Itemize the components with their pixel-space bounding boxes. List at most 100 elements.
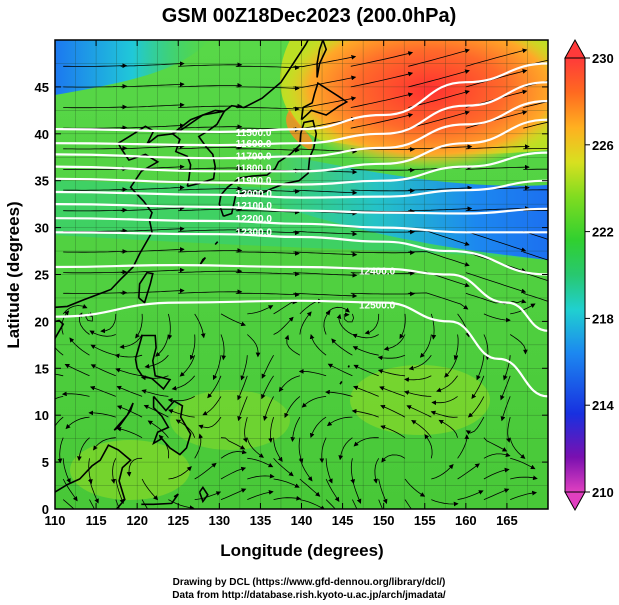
- contour-line: [55, 299, 548, 398]
- y-tick-label: 25: [35, 268, 49, 283]
- streamline: [457, 434, 470, 459]
- streamline: [436, 375, 458, 393]
- streamline: [63, 187, 128, 192]
- coastline: [55, 40, 309, 309]
- streamline: [178, 165, 243, 171]
- contour-line: [55, 62, 548, 134]
- streamline: [438, 419, 458, 438]
- streamline: [373, 458, 380, 484]
- streamline: [140, 375, 169, 381]
- streamline: [523, 292, 548, 302]
- contour-line: [55, 151, 548, 186]
- streamline: [293, 251, 358, 257]
- streamline: [431, 396, 458, 406]
- field-south-patch-2: [350, 365, 490, 435]
- streamline: [89, 330, 116, 337]
- streamline: [247, 490, 274, 500]
- coastline: [347, 365, 350, 368]
- streamline: [220, 488, 247, 500]
- colorbar-top-arrow: [564, 38, 586, 59]
- streamline: [503, 355, 511, 381]
- contour-label: 12200.0: [236, 214, 273, 225]
- streamline: [419, 334, 432, 358]
- streamline: [350, 167, 415, 173]
- streamline: [63, 166, 128, 172]
- streamline: [331, 338, 353, 356]
- coastline: [214, 241, 219, 246]
- streamline: [351, 408, 379, 418]
- streamline: [89, 385, 116, 397]
- streamline: [120, 205, 185, 212]
- streamline: [63, 249, 128, 254]
- streamline: [273, 299, 298, 315]
- streamline: [63, 269, 128, 275]
- y-tick-label: 0: [42, 502, 49, 517]
- streamline: [338, 437, 353, 461]
- streamline: [178, 83, 243, 88]
- streamline: [76, 437, 90, 462]
- x-tick-label: 165: [496, 513, 518, 528]
- streamline: [500, 396, 511, 422]
- coastline: [138, 271, 154, 304]
- streamline: [408, 69, 470, 88]
- streamline: [235, 271, 300, 277]
- streamline: [431, 464, 454, 480]
- streamline: [457, 463, 480, 480]
- streamline: [483, 437, 508, 452]
- streamline: [430, 313, 437, 340]
- contour-line: [55, 118, 548, 173]
- streamline: [178, 289, 243, 295]
- streamline: [465, 69, 528, 88]
- streamline: [380, 404, 406, 418]
- streamline: [189, 334, 196, 361]
- x-tick-label: 140: [291, 513, 313, 528]
- streamline: [93, 437, 116, 451]
- streamline: [309, 334, 327, 356]
- streamline: [404, 499, 412, 509]
- streamline: [220, 466, 247, 480]
- streamline: [523, 189, 548, 191]
- streamline: [261, 355, 274, 379]
- streamline: [350, 188, 415, 194]
- streamline: [467, 396, 485, 418]
- streamline: [207, 375, 222, 399]
- streamline: [235, 147, 300, 153]
- streamline: [147, 420, 169, 438]
- streamline: [273, 478, 300, 488]
- streamline: [483, 467, 510, 480]
- contour-line: [55, 81, 548, 147]
- contour-line: [55, 263, 548, 332]
- streamline: [178, 62, 243, 68]
- streamline: [235, 65, 300, 71]
- streamline: [242, 416, 248, 443]
- streamline: [90, 364, 116, 377]
- x-tick-label: 155: [414, 513, 436, 528]
- streamline: [293, 231, 358, 237]
- y-axis-label: Latitude (degrees): [4, 201, 23, 348]
- streamline: [325, 306, 350, 315]
- streamline: [465, 416, 485, 435]
- streamline: [141, 389, 169, 397]
- y-tick-label: 40: [35, 127, 49, 142]
- streamline: [62, 304, 88, 315]
- colorbar-bottom-arrow: [564, 491, 586, 512]
- streamline: [63, 83, 128, 89]
- streamline: [350, 291, 415, 297]
- streamline: [326, 416, 353, 427]
- y-tick-label: 10: [35, 408, 49, 423]
- streamline: [323, 310, 331, 335]
- streamline: [120, 61, 185, 67]
- streamline: [235, 209, 300, 215]
- x-tick-label: 160: [455, 513, 477, 528]
- streamline: [263, 396, 274, 421]
- streamline: [63, 290, 128, 296]
- streamline: [120, 143, 185, 150]
- streamline: [212, 355, 222, 381]
- streamline: [523, 251, 548, 261]
- x-tick-label: 130: [208, 513, 230, 528]
- streamline: [352, 346, 379, 356]
- streamline: [353, 437, 379, 447]
